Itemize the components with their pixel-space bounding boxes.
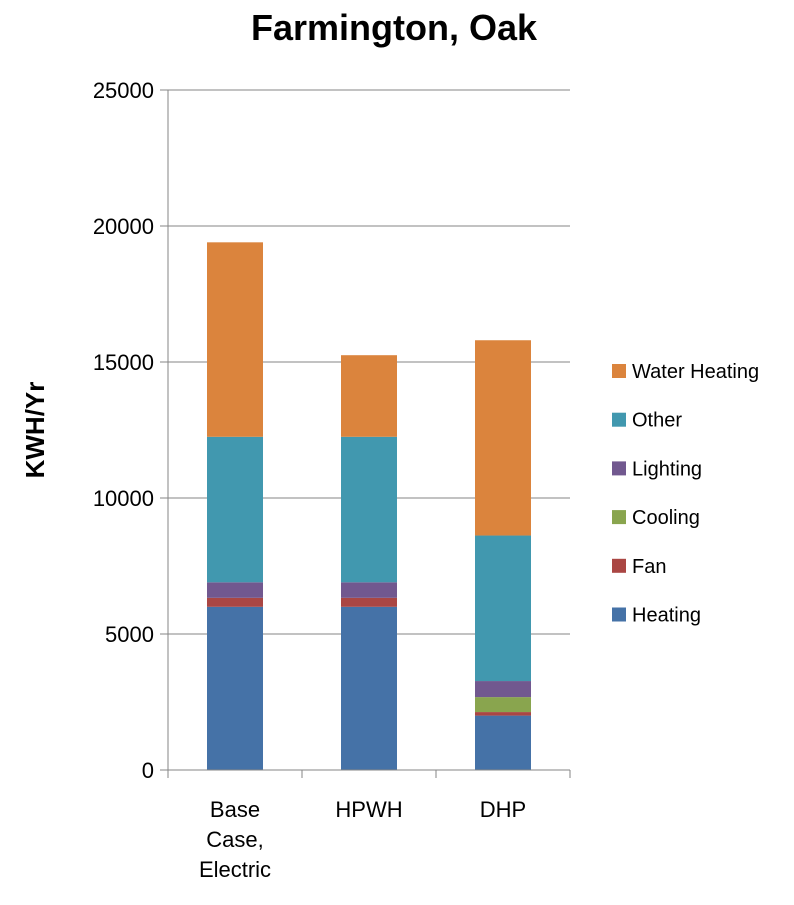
axes [167, 90, 571, 778]
y-axis-ticks: 0 5000 10000 15000 20000 25000 [93, 78, 168, 783]
y-tick-label: 10000 [93, 486, 154, 511]
legend-label: Fan [632, 556, 666, 578]
legend-item: Water Heating [612, 361, 759, 383]
x-tick-label: Base Case, Electric [199, 797, 271, 882]
legend-item: Cooling [612, 507, 700, 529]
bar-segment [341, 582, 397, 598]
legend-label: Lighting [632, 458, 702, 480]
legend-swatch [612, 510, 626, 525]
y-tick-label: 25000 [93, 78, 154, 103]
legend-swatch [612, 558, 626, 573]
y-tick-label: 15000 [93, 350, 154, 375]
bar-segment [207, 436, 263, 583]
bar-segment [207, 582, 263, 598]
legend-label: Heating [632, 605, 701, 627]
bar-segment [207, 606, 263, 770]
y-tick-label: 0 [142, 758, 154, 783]
bar-segment [475, 681, 531, 698]
bar-segment [341, 597, 397, 607]
bar-segment [475, 340, 531, 536]
bar-segment [475, 697, 531, 713]
bar-segment [341, 606, 397, 770]
legend-swatch [612, 364, 626, 378]
bar-segment [207, 597, 263, 607]
legend-swatch [612, 412, 626, 427]
bars [207, 242, 531, 770]
legend-swatch [612, 461, 626, 476]
x-tick-label: HPWH [335, 797, 402, 822]
bar-segment [207, 242, 263, 437]
bar-segment [475, 535, 531, 682]
legend: Water Heating Other Lighting Cooling Fan Heat… [612, 361, 759, 627]
legend-item: Heating [612, 605, 701, 627]
bar-segment [475, 712, 531, 716]
legend-label: Other [632, 410, 682, 432]
legend-label: Water Heating [632, 361, 759, 383]
legend-item: Other [612, 410, 682, 432]
legend-label: Cooling [632, 507, 700, 529]
bar-segment [341, 355, 397, 437]
y-tick-label: 5000 [105, 622, 154, 647]
x-axis-labels: Base Case, Electric HPWH DHP [199, 797, 526, 882]
y-axis-label: KWH/Yr [20, 382, 50, 479]
chart-title: Farmington, Oak [251, 7, 538, 48]
legend-item: Lighting [612, 458, 702, 480]
bar-segment [475, 715, 531, 770]
legend-item: Fan [612, 556, 666, 578]
bar-segment [341, 436, 397, 583]
legend-swatch [612, 607, 626, 622]
x-tick-label: DHP [480, 797, 526, 822]
y-tick-label: 20000 [93, 214, 154, 239]
